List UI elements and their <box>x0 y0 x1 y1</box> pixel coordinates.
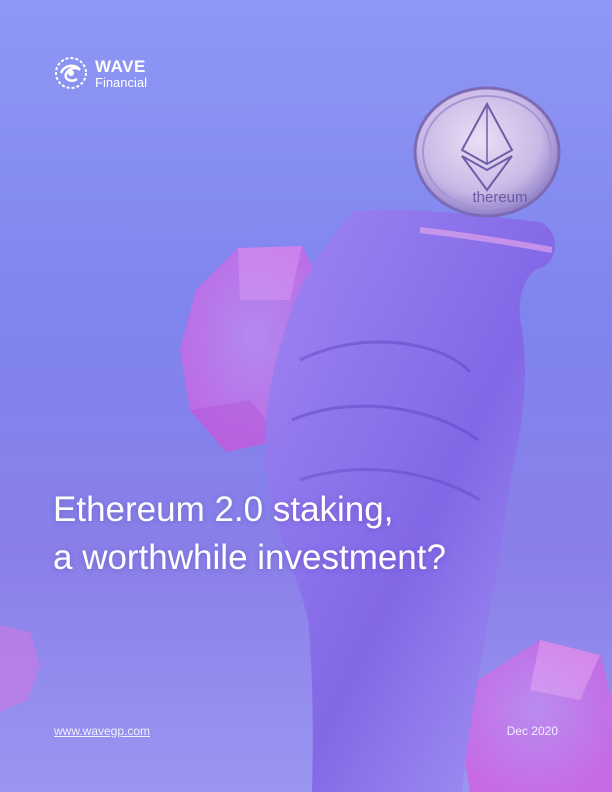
website-link[interactable]: www.wavegp.com <box>54 724 151 738</box>
report-title: Ethereum 2.0 staking, a worthwhile inves… <box>53 486 573 582</box>
hand <box>264 209 555 792</box>
wave-logo-icon <box>55 57 87 89</box>
title-line-1: Ethereum 2.0 staking, <box>53 490 394 529</box>
brand-name: WAVE <box>95 56 146 76</box>
publication-date: Dec 2020 <box>506 724 558 738</box>
sphere-bottom-right <box>462 640 612 792</box>
sphere-bottom-left <box>0 625 40 712</box>
wave-financial-logo: WAVE Financial <box>53 55 147 91</box>
brand-subtitle: Financial <box>95 74 148 90</box>
coin-text: thereum <box>472 189 527 206</box>
title-line-2: a worthwhile investment? <box>53 538 446 577</box>
ethereum-coin: thereum <box>413 86 561 218</box>
